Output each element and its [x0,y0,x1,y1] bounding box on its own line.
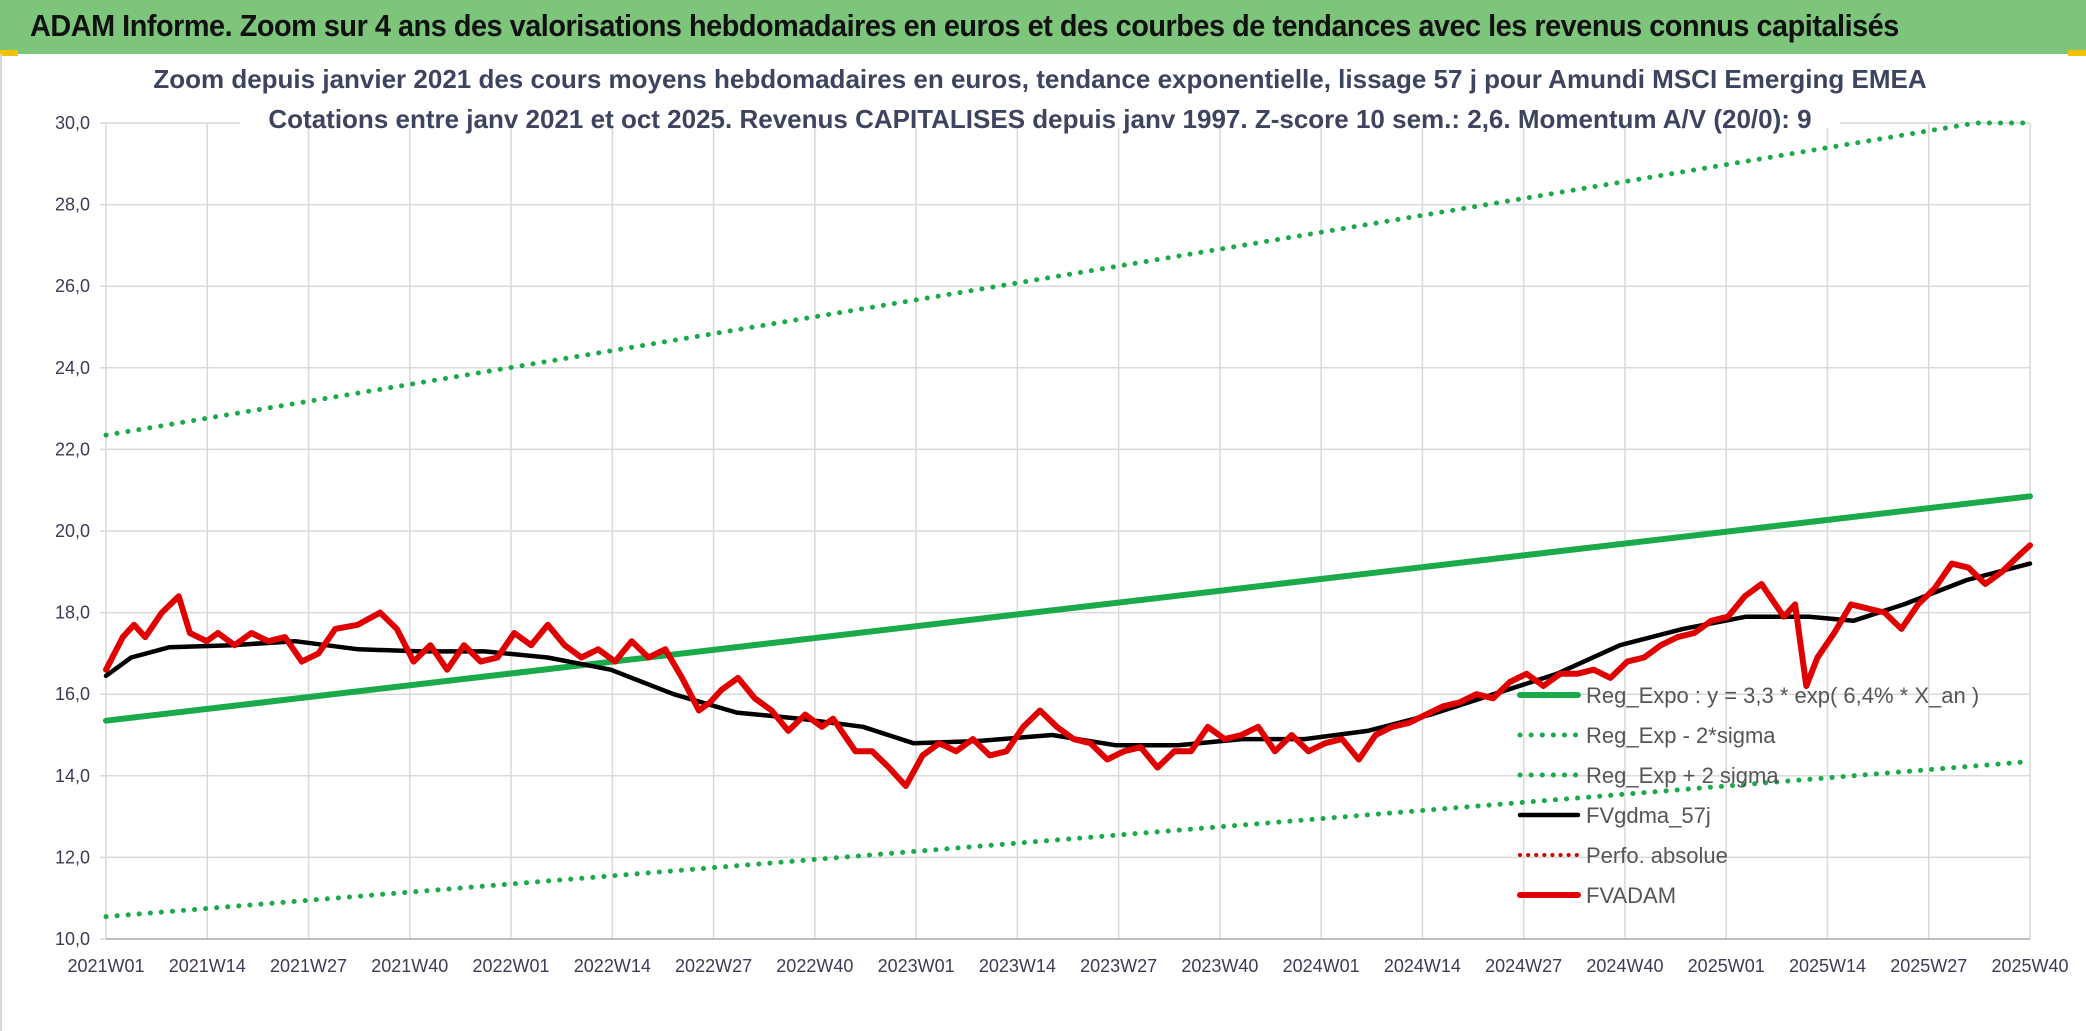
y-tick-label: 24,0 [55,358,90,378]
y-tick-label: 20,0 [55,521,90,541]
legend-label: Reg_Exp - 2*sigma [1586,723,1776,748]
y-tick-label: 28,0 [55,195,90,215]
x-tick-label: 2024W14 [1384,956,1461,976]
title-bar: ADAM Informe. Zoom sur 4 ans des valoris… [0,0,2086,54]
y-tick-label: 22,0 [55,439,90,459]
y-tick-label: 14,0 [55,766,90,786]
y-tick-label: 26,0 [55,276,90,296]
legend-label: FVADAM [1586,883,1676,908]
y-tick-label: 16,0 [55,684,90,704]
x-tick-label: 2023W27 [1080,956,1157,976]
y-tick-label: 12,0 [55,847,90,867]
reg-expo-line [103,493,2033,724]
legend-label: Reg_Exp + 2 sigma [1586,763,1779,788]
y-axis: 10,0 12,0 14,0 16,0 18,0 20,0 22,0 24,0 26,0 28,0… [55,113,90,949]
title-background [240,60,1840,128]
legend-label: Perfo. absolue [1586,843,1728,868]
x-axis: 2021W01 2021W14 2021W27 2021W40 2022W01 2022W… [67,956,2068,976]
chart-subtitle: Cotations entre janv 2021 et oct 2025. R… [268,104,1811,134]
x-tick-label: 2022W14 [574,956,651,976]
corner-accent-right [2068,50,2086,56]
x-tick-label: 2023W01 [878,956,955,976]
reg-exp-minus-line [103,759,2033,920]
x-tick-label: 2021W27 [270,956,347,976]
fvgdma-line [103,561,2033,748]
x-tick-label: 2021W40 [371,956,448,976]
x-tick-label: 2021W01 [67,956,144,976]
x-tick-label: 2021W14 [169,956,246,976]
x-tick-label: 2025W40 [1991,956,2068,976]
y-tick-label: 18,0 [55,603,90,623]
x-tick-label: 2025W27 [1890,956,1967,976]
x-tick-label: 2024W27 [1485,956,1562,976]
x-tick-label: 2024W40 [1586,956,1663,976]
legend-label: Reg_Expo : y = 3,3 * exp( 6,4% * X_an ) [1586,683,1979,708]
plot-area: 10,0 12,0 14,0 16,0 18,0 20,0 22,0 24,0 26,0 28,0… [0,54,2086,1031]
x-tick-label: 2023W40 [1181,956,1258,976]
reg-exp-plus-line [103,120,2033,438]
chart-titles: Zoom depuis janvier 2021 des cours moyen… [153,60,1927,134]
chart-title: Zoom depuis janvier 2021 des cours moyen… [153,64,1927,94]
x-tick-label: 2025W01 [1688,956,1765,976]
corner-accent-left [0,50,18,56]
fvadam-line [103,542,2033,789]
x-tick-label: 2022W27 [675,956,752,976]
legend: Reg_Expo : y = 3,3 * exp( 6,4% * X_an ) R… [1517,683,1979,908]
y-tick-label: 30,0 [55,113,90,133]
series-lines [103,120,2033,920]
x-tick-label: 2024W01 [1283,956,1360,976]
x-tick-label: 2022W40 [776,956,853,976]
legend-label: FVgdma_57j [1586,803,1711,828]
x-tick-label: 2023W14 [979,956,1056,976]
line-chart: 10,0 12,0 14,0 16,0 18,0 20,0 22,0 24,0 26,0 28,0… [55,60,2069,976]
page-title: ADAM Informe. Zoom sur 4 ans des valoris… [30,8,1899,43]
x-tick-label: 2022W01 [473,956,550,976]
y-tick-label: 10,0 [55,929,90,949]
x-tick-label: 2025W14 [1789,956,1866,976]
